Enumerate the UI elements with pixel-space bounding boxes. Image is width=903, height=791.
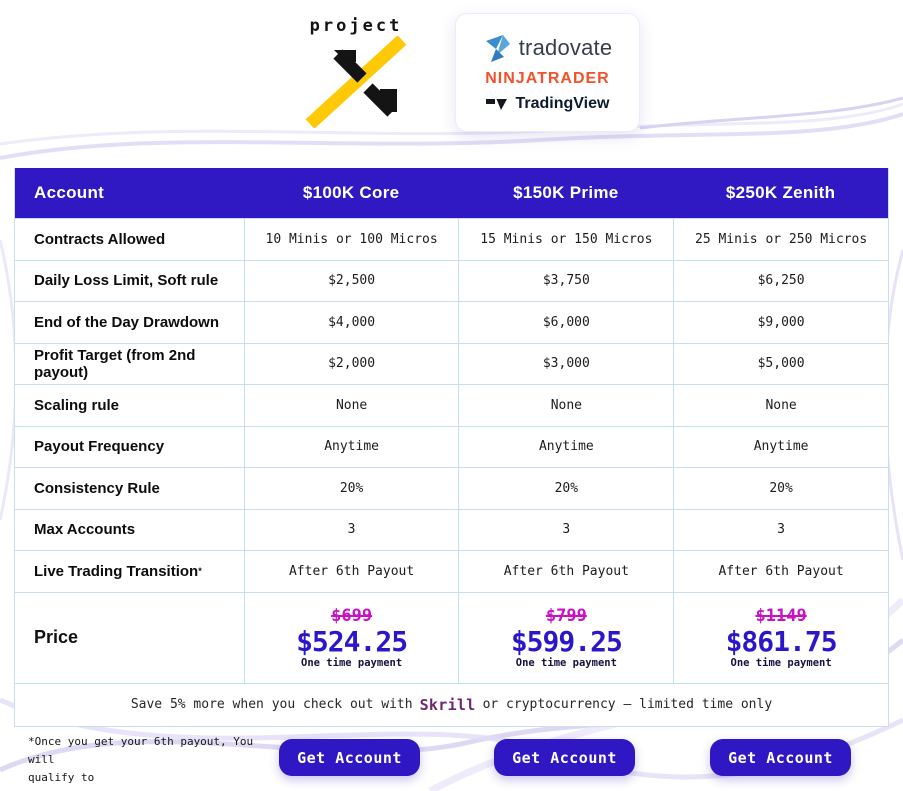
get-account-button-150k[interactable]: Get Account bbox=[494, 739, 635, 776]
footnote-asterisk: * bbox=[198, 566, 202, 577]
payment-note: One time payment bbox=[301, 657, 403, 670]
footnote: *Once you get your 6th payout, You will … bbox=[28, 733, 263, 791]
promo-text-prefix: Save 5% more when you check out with bbox=[130, 697, 413, 712]
row-value: $2,000 bbox=[243, 343, 459, 384]
row-value: $9,000 bbox=[673, 302, 888, 343]
row-value: 3 bbox=[243, 509, 459, 550]
row-label: Max Accounts bbox=[34, 521, 136, 539]
row-value: $4,000 bbox=[243, 302, 459, 343]
row-value: Anytime bbox=[243, 426, 459, 467]
row-value: $6,000 bbox=[458, 302, 673, 343]
tradovate-logo: tradovate bbox=[483, 33, 613, 63]
tradingview-wordmark: TradingView bbox=[515, 94, 610, 112]
original-price: $799 bbox=[545, 605, 587, 626]
table-row-consistency-rule: Consistency Rule 20% 20% 20% bbox=[15, 467, 888, 509]
price-cell-150k: $799 $599.25 One time payment bbox=[458, 592, 673, 683]
row-label: Payout Frequency bbox=[34, 438, 165, 456]
column-header-150k-prime: $150K Prime bbox=[513, 183, 619, 202]
get-account-button-250k[interactable]: Get Account bbox=[710, 739, 851, 776]
row-value: None bbox=[673, 385, 888, 426]
payment-note: One time payment bbox=[730, 657, 832, 670]
original-price: $1149 bbox=[755, 605, 807, 626]
table-row-payout-frequency: Payout Frequency Anytime Anytime Anytime bbox=[15, 425, 888, 467]
row-value: After 6th Payout bbox=[673, 551, 888, 592]
row-label: Daily Loss Limit, Soft rule bbox=[34, 272, 219, 290]
footnote-line: *Once you get your 6th payout, You will bbox=[28, 735, 254, 767]
ninjatrader-wordmark: NINJATRADER bbox=[485, 69, 610, 87]
row-value: $5,000 bbox=[673, 343, 888, 384]
row-value: 3 bbox=[458, 509, 673, 550]
sale-price: $861.75 bbox=[725, 624, 838, 658]
row-value: $3,000 bbox=[458, 343, 673, 384]
table-row-eod-drawdown: End of the Day Drawdown $4,000 $6,000 $9… bbox=[15, 301, 888, 343]
footnote-line: transition to a Live Trading Account. bbox=[28, 787, 263, 791]
projectx-logo: project bbox=[296, 16, 416, 128]
row-value: 25 Minis or 250 Micros bbox=[673, 219, 888, 260]
row-value: 3 bbox=[673, 509, 888, 550]
price-cell-250k: $1149 $861.75 One time payment bbox=[673, 592, 888, 683]
row-value: $6,250 bbox=[673, 260, 888, 301]
sale-price: $524.25 bbox=[296, 624, 408, 658]
row-value: Anytime bbox=[673, 426, 888, 467]
table-row-price: Price $699 $524.25 One time payment $799… bbox=[15, 591, 888, 683]
row-value: None bbox=[458, 385, 673, 426]
table-row-live-trading-transition: Live Trading Transition * After 6th Payou… bbox=[15, 550, 888, 592]
row-label: Consistency Rule bbox=[34, 479, 160, 497]
pricing-table: Account $100K Core $150K Prime $250K Zen… bbox=[14, 168, 889, 727]
payment-note: One time payment bbox=[515, 657, 617, 670]
partner-logos-card: tradovate NINJATRADER TradingView bbox=[455, 13, 640, 132]
row-value: 10 Minis or 100 Micros bbox=[243, 219, 459, 260]
tradingview-icon bbox=[485, 98, 507, 110]
original-price: $699 bbox=[331, 605, 373, 626]
ninjatrader-logo: NINJATRADER bbox=[485, 70, 609, 88]
row-value: After 6th Payout bbox=[243, 551, 459, 592]
table-header-row: Account $100K Core $150K Prime $250K Zen… bbox=[15, 168, 888, 218]
promo-text-suffix: or cryptocurrency — limited time only bbox=[482, 697, 773, 712]
row-value: 20% bbox=[243, 468, 459, 509]
table-row-profit-target: Profit Target (from 2nd payout) $2,000 $… bbox=[15, 342, 888, 384]
sale-price: $599.25 bbox=[510, 624, 623, 658]
table-row-max-accounts: Max Accounts 3 3 3 bbox=[15, 508, 888, 550]
get-account-button-100k[interactable]: Get Account bbox=[279, 739, 420, 776]
row-value: $3,750 bbox=[458, 260, 673, 301]
table-row-contracts-allowed: Contracts Allowed 10 Minis or 100 Micros… bbox=[15, 218, 888, 260]
price-row-label: Price bbox=[34, 627, 79, 647]
column-header-100k-core: $100K Core bbox=[302, 183, 400, 202]
tradovate-icon bbox=[485, 34, 510, 62]
projectx-wordmark: project bbox=[309, 16, 403, 36]
table-row-scaling-rule: Scaling rule None None None bbox=[15, 384, 888, 426]
row-label: End of the Day Drawdown bbox=[34, 313, 220, 331]
price-cell-100k: $699 $524.25 One time payment bbox=[243, 592, 459, 683]
row-value: 15 Minis or 150 Micros bbox=[458, 219, 673, 260]
row-value: 20% bbox=[673, 468, 888, 509]
row-label: Contracts Allowed bbox=[34, 230, 166, 248]
column-header-account: Account bbox=[34, 183, 105, 202]
row-value: 20% bbox=[458, 468, 673, 509]
row-label: Live Trading Transition * bbox=[34, 562, 202, 580]
row-label: Scaling rule bbox=[34, 396, 120, 414]
row-value: $2,500 bbox=[243, 260, 459, 301]
row-value: After 6th Payout bbox=[458, 551, 673, 592]
row-label: Profit Target (from 2nd payout) bbox=[34, 346, 196, 381]
footnote-line: qualify to bbox=[28, 771, 95, 785]
tradingview-logo: TradingView bbox=[485, 94, 610, 113]
table-row-daily-loss-limit: Daily Loss Limit, Soft rule $2,500 $3,75… bbox=[15, 259, 888, 301]
skrill-wordmark: Skrill bbox=[419, 695, 476, 714]
promo-banner: Save 5% more when you check out with Skr… bbox=[15, 682, 888, 726]
row-value: Anytime bbox=[458, 426, 673, 467]
column-header-250k-zenith: $250K Zenith bbox=[725, 183, 836, 202]
row-value: None bbox=[243, 385, 459, 426]
tradovate-wordmark: tradovate bbox=[518, 34, 613, 60]
projectx-x-icon bbox=[305, 36, 407, 128]
